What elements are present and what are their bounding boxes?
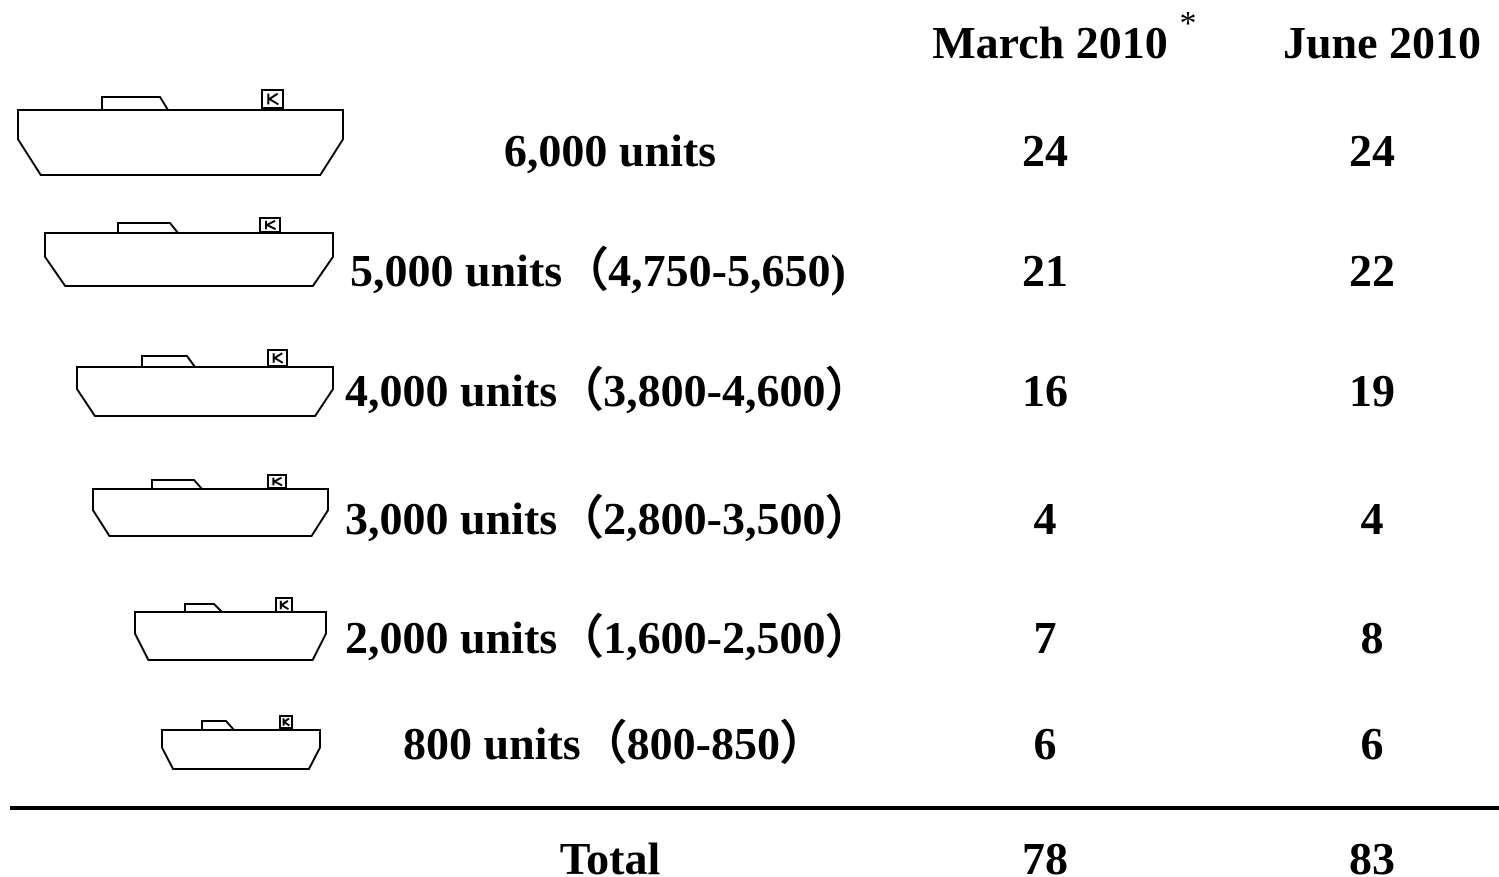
ship-logo-mark [272, 352, 284, 364]
total-label: Total [560, 833, 661, 877]
ship-cabin [101, 96, 169, 111]
row-label: 2,000 units（1,600-2,500） [345, 612, 871, 663]
ship-hull [161, 729, 321, 770]
ship-cabin [151, 479, 203, 490]
cell-value: 6 [1034, 718, 1057, 769]
ship-cabin [117, 222, 179, 234]
total-value: 83 [1349, 833, 1395, 877]
row-label: 3,000 units（2,800-3,500） [345, 493, 871, 544]
cell-value: 21 [1022, 245, 1068, 296]
cell-value: 7 [1034, 612, 1057, 663]
cell-value: 8 [1361, 612, 1384, 663]
ship-logo [261, 89, 284, 109]
footnote-mark: * [1180, 5, 1197, 42]
cell-value: 6 [1361, 718, 1384, 769]
column-header: June 2010 [1283, 17, 1481, 68]
ship-logo-mark [279, 599, 290, 611]
ship-logo-mark [267, 92, 279, 106]
ship-hull [76, 366, 334, 417]
ship-logo [267, 349, 288, 367]
total-value: 78 [1022, 833, 1068, 877]
ship-logo-mark [282, 717, 290, 727]
cell-value: 22 [1349, 245, 1395, 296]
ship-logo-mark [272, 476, 283, 487]
ship-cabin [141, 355, 196, 368]
row-label: 800 units（800-850） [403, 718, 826, 769]
row-label: 4,000 units（3,800-4,600） [345, 365, 871, 416]
cell-value: 24 [1022, 125, 1068, 176]
cell-value: 4 [1361, 493, 1384, 544]
cell-value: 16 [1022, 365, 1068, 416]
row-label: 6,000 units [504, 125, 716, 176]
ship-logo [275, 597, 293, 613]
cell-value: 24 [1349, 125, 1395, 176]
ship-logo [267, 474, 287, 489]
ship-logo [259, 217, 281, 233]
ship-hull [17, 109, 344, 176]
ship-cabin [184, 603, 223, 613]
row-label: 5,000 units（4,750-5,650) [350, 245, 846, 296]
cell-value: 19 [1349, 365, 1395, 416]
ship-hull [44, 232, 334, 287]
column-header: March 2010 [932, 17, 1168, 68]
ship-cabin [201, 720, 235, 731]
ship-hull [92, 488, 329, 537]
cell-value: 4 [1034, 493, 1057, 544]
ship-logo-mark [264, 219, 277, 231]
ship-hull [134, 611, 327, 661]
ship-logo [279, 715, 293, 729]
